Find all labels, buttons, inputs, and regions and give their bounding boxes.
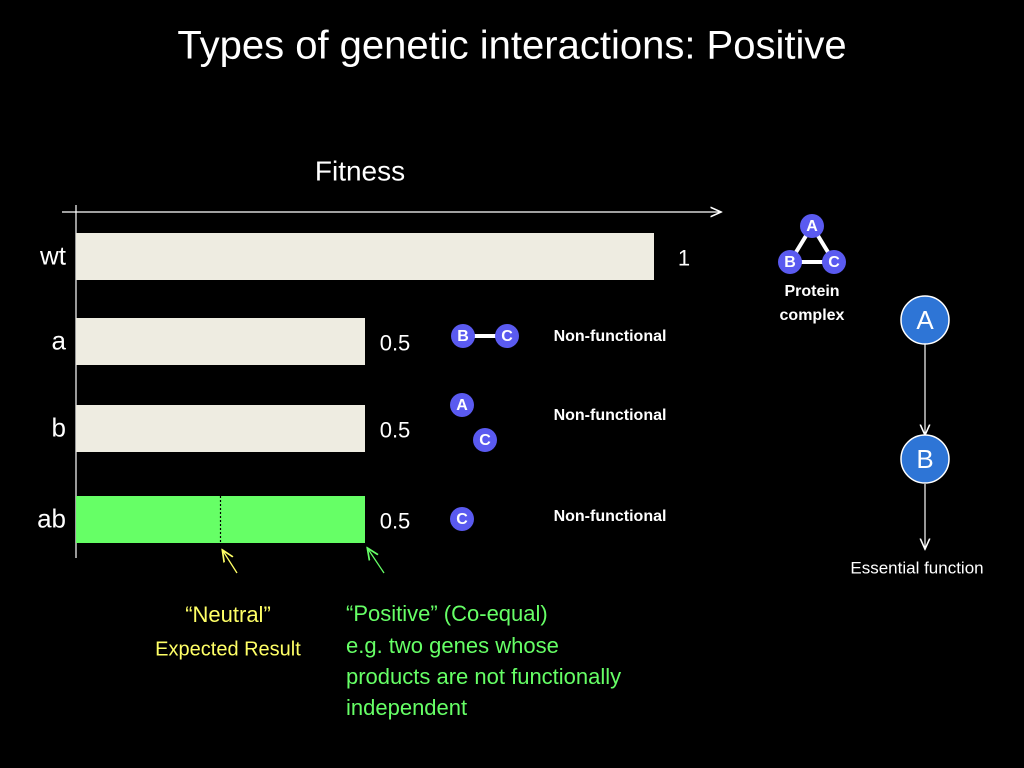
node-label: C [501,328,513,345]
node [450,507,474,531]
node [450,393,474,417]
positive-text: independent [346,695,467,720]
value-label: 0.5 [380,417,411,442]
bar [76,405,365,452]
node-label: C [828,254,840,271]
node-label: A [456,397,468,414]
complex-label: Protein [784,283,839,300]
status-label: Non-functional [554,407,667,424]
positive-text: “Positive” (Co-equal) [346,601,548,626]
node-label: C [456,511,468,528]
node [451,324,475,348]
node-label: B [457,328,469,345]
pathway-node [900,295,950,345]
positive-arrow [368,549,385,574]
pathway-node-label: A [916,305,934,335]
bar [76,318,365,365]
status-label: Non-functional [554,328,667,345]
value-label: 1 [678,245,690,270]
complex-label: complex [780,307,845,324]
positive-text: products are not functionally [346,664,621,689]
status-label: Non-functional [554,508,667,525]
node [800,214,824,238]
pathway-node-label: B [916,444,933,474]
node-label: B [784,254,796,271]
node [822,250,846,274]
slide-title: Types of genetic interactions: Positive [177,24,846,68]
pathway-node [900,434,950,484]
node-label: C [479,432,491,449]
neutral-arrow [223,551,238,574]
node [473,428,497,452]
node [778,250,802,274]
value-label: 0.5 [380,330,411,355]
value-label: 0.5 [380,508,411,533]
complex-bonds [786,222,838,264]
y-tick-label: ab [37,503,66,533]
node [495,324,519,348]
neutral-label: “Neutral” [185,602,271,627]
positive-text: e.g. two genes whose [346,633,559,658]
pathway-output: Essential function [850,558,983,577]
neutral-sublabel: Expected Result [155,638,301,660]
y-tick-label: wt [39,240,67,270]
y-tick-label: b [52,412,66,442]
bar [76,233,654,280]
node-label: A [806,218,818,235]
y-tick-label: a [52,325,67,355]
bar [76,496,365,543]
axis-label: Fitness [315,155,405,186]
